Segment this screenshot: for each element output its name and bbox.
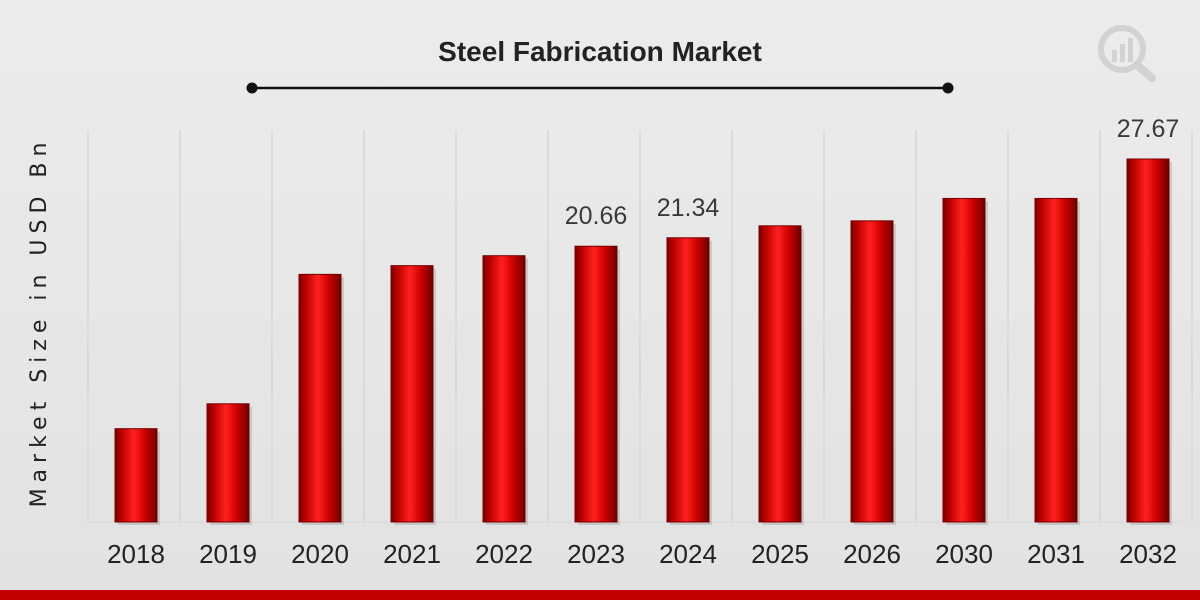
- x-tick-label-2022: 2022: [475, 539, 533, 569]
- bar-2025: [758, 225, 802, 523]
- bar-2023: [574, 245, 618, 523]
- y-axis-title: Market Size in USD Bn: [27, 137, 52, 508]
- x-tick-label-2020: 2020: [291, 539, 349, 569]
- title-underline-left-dot: [246, 82, 258, 94]
- x-tick-label-2023: 2023: [567, 539, 625, 569]
- x-tick-label-2030: 2030: [935, 539, 993, 569]
- bars: [114, 158, 1172, 526]
- x-tick-label-2025: 2025: [751, 539, 809, 569]
- title-underline-decoration: [246, 82, 954, 94]
- x-tick-label-2031: 2031: [1027, 539, 1085, 569]
- x-tick-label-2032: 2032: [1119, 539, 1177, 569]
- data-label-2032: 27.67: [1117, 115, 1180, 143]
- gridlines: [87, 130, 1193, 523]
- bar-2031: [1034, 197, 1078, 523]
- bar-2026: [850, 220, 894, 523]
- bar-2030: [942, 197, 986, 523]
- x-tick-label-2019: 2019: [199, 539, 257, 569]
- bar-2021: [390, 265, 434, 523]
- data-label-2024: 21.34: [657, 194, 720, 222]
- bar-2032: [1126, 158, 1170, 523]
- data-label-2023: 20.66: [565, 202, 628, 230]
- x-tick-label-2018: 2018: [107, 539, 165, 569]
- bar-2020: [298, 273, 342, 523]
- bar-2019: [206, 403, 250, 523]
- x-tick-label-2021: 2021: [383, 539, 441, 569]
- magnifier-bar-chart-icon: [1098, 25, 1156, 82]
- x-tick-label-2024: 2024: [659, 539, 717, 569]
- bar-2024: [666, 237, 710, 523]
- x-axis-tick-labels: 2018 2019 2020 2021 2022 2023 2024 2025 2026 2030…: [107, 539, 1177, 569]
- title-underline-right-dot: [942, 82, 954, 94]
- data-labels: 20.66 21.34 27.67: [565, 115, 1180, 230]
- chart-title: Steel Fabrication Market: [438, 36, 762, 67]
- x-tick-label-2026: 2026: [843, 539, 901, 569]
- bar-2018: [114, 428, 158, 523]
- footer-accent-bar: [0, 590, 1200, 600]
- bar-2022: [482, 255, 526, 523]
